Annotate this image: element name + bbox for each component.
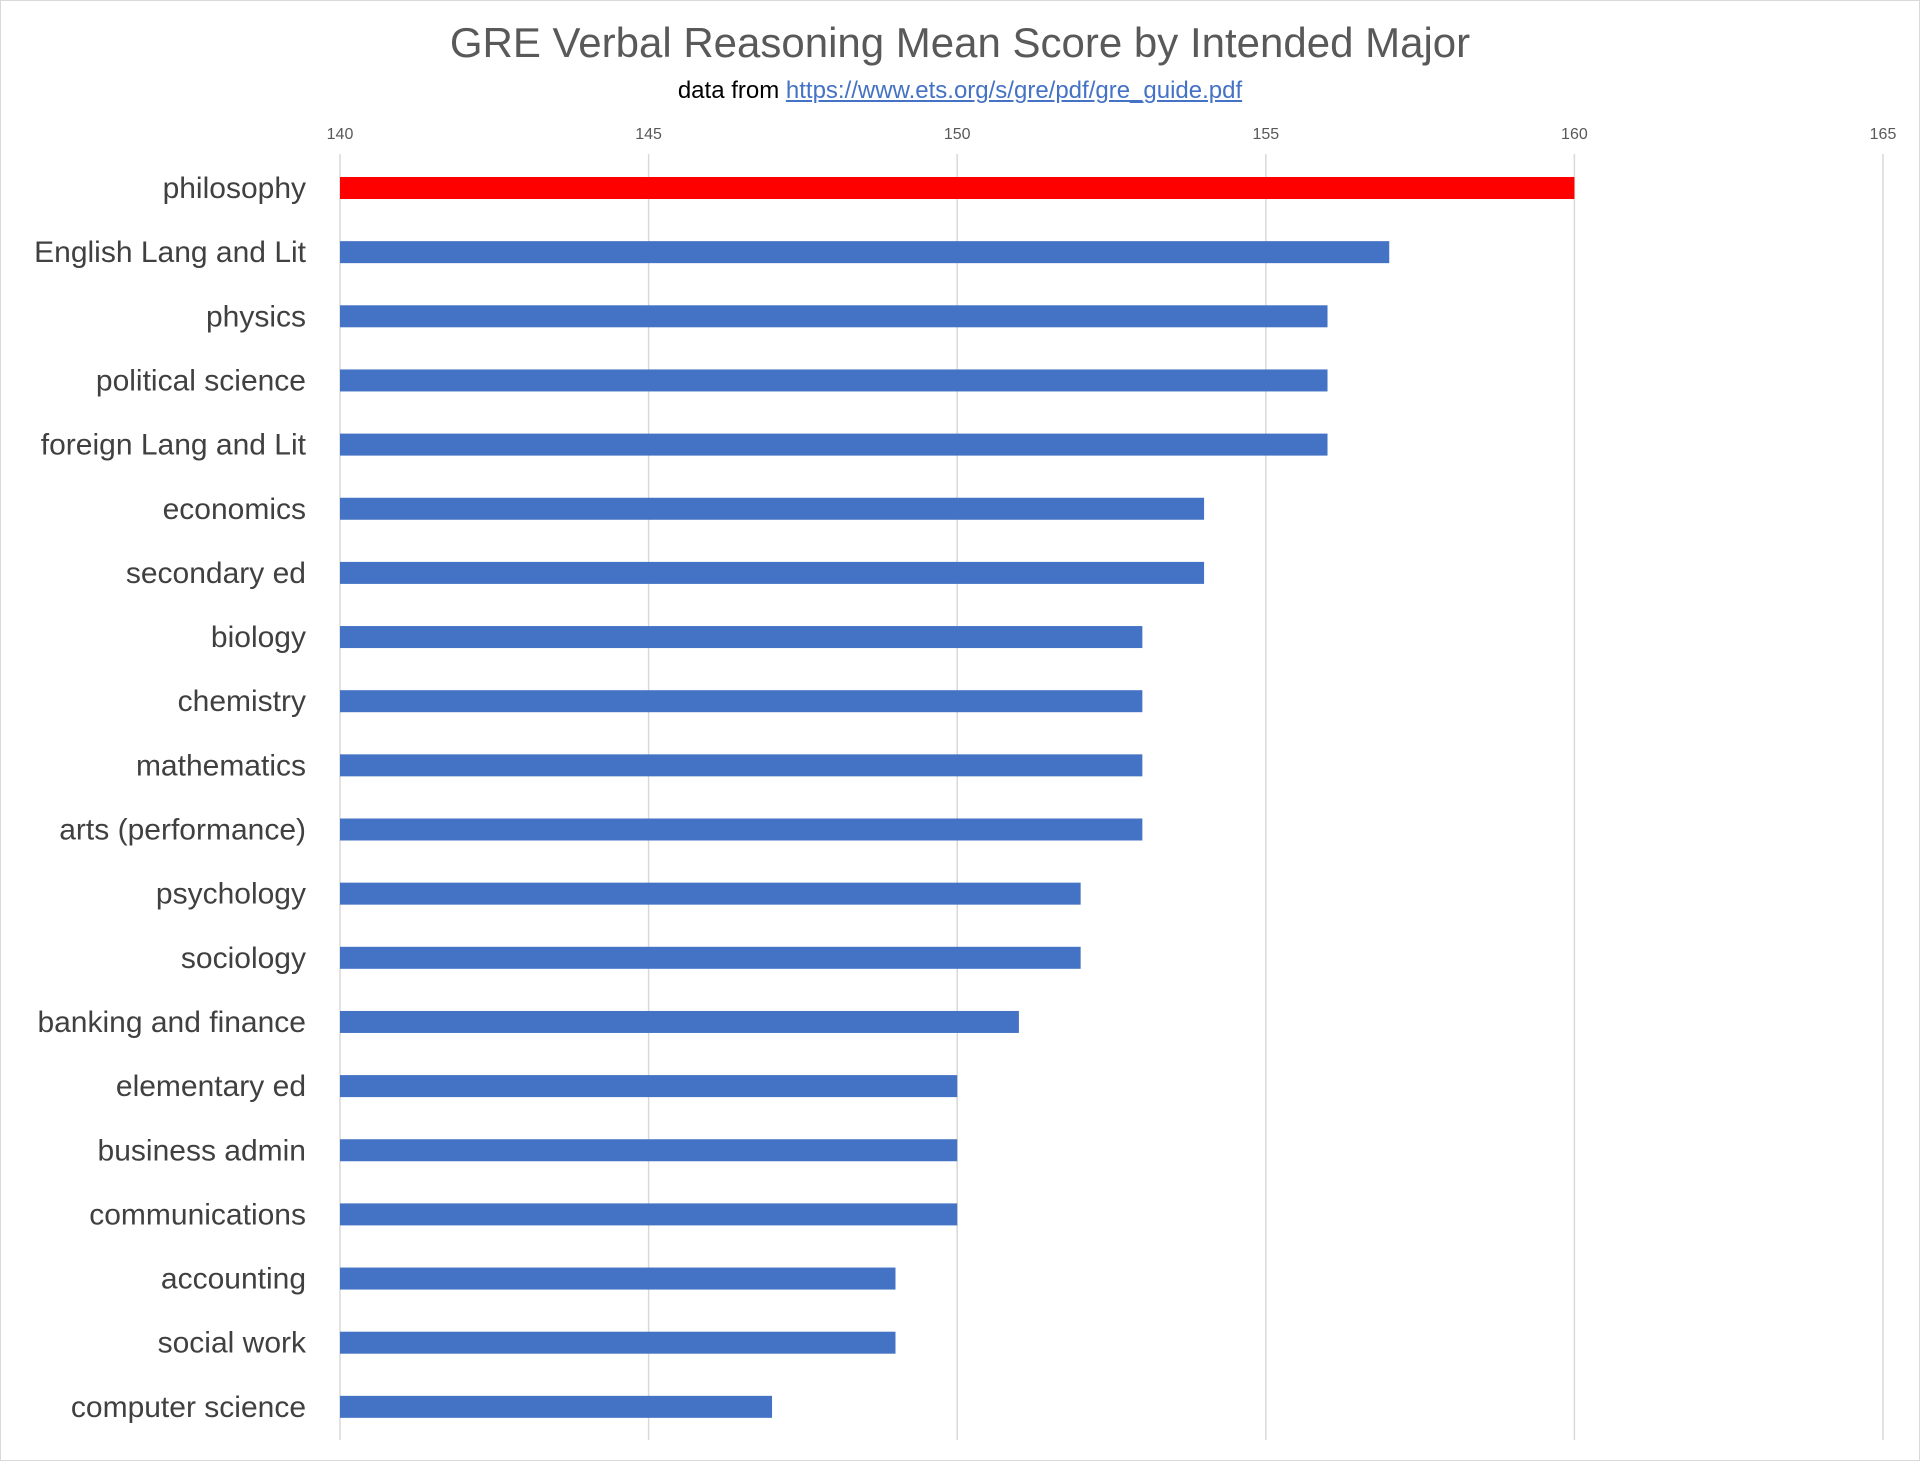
category-label: English Lang and Lit <box>34 236 307 269</box>
category-label: chemistry <box>178 685 306 718</box>
x-tick-label: 155 <box>1252 126 1279 143</box>
category-label: banking and finance <box>37 1006 306 1039</box>
bar-social-work <box>340 1331 896 1354</box>
category-label: physics <box>206 300 306 333</box>
chart-subtitle: data from https://www.ets.org/s/gre/pdf/… <box>1 77 1919 105</box>
bar-secondary-ed <box>340 561 1205 584</box>
bar-political-science <box>340 369 1328 392</box>
bar-foreign-lang-and-lit <box>340 433 1328 456</box>
category-label: philosophy <box>163 172 306 205</box>
bar-sociology <box>340 946 1081 969</box>
bar-arts-performance <box>340 818 1143 841</box>
bar-elementary-ed <box>340 1075 958 1098</box>
category-label: computer science <box>71 1391 306 1424</box>
category-label: elementary ed <box>116 1070 306 1103</box>
bar-communications <box>340 1203 958 1226</box>
category-label: sociology <box>181 942 306 975</box>
category-label: secondary ed <box>126 557 306 590</box>
bar-mathematics <box>340 754 1143 777</box>
category-label: mathematics <box>136 749 306 782</box>
bar-computer-science <box>340 1395 773 1418</box>
bar-physics <box>340 305 1328 328</box>
category-label: foreign Lang and Lit <box>41 429 307 462</box>
bar-banking-and-finance <box>340 1010 1019 1033</box>
category-label: psychology <box>156 878 306 911</box>
bar-accounting <box>340 1267 896 1290</box>
category-label: economics <box>163 493 306 526</box>
category-label: communications <box>89 1198 306 1231</box>
chart-title: GRE Verbal Reasoning Mean Score by Inten… <box>449 19 1471 66</box>
x-tick-label: 165 <box>1870 126 1897 143</box>
category-label: biology <box>211 621 306 654</box>
category-label: political science <box>96 364 306 397</box>
x-tick-label: 140 <box>327 126 354 143</box>
category-label: business admin <box>98 1134 306 1167</box>
bar-philosophy <box>340 177 1575 199</box>
bar-business-admin <box>340 1139 958 1162</box>
subtitle-prefix: data from <box>677 77 780 104</box>
source-link[interactable]: https://www.ets.org/s/gre/pdf/gre_guide.… <box>785 77 1243 104</box>
category-label: arts (performance) <box>59 814 306 847</box>
bar-psychology <box>340 882 1081 905</box>
category-label: social work <box>158 1327 307 1360</box>
x-tick-label: 145 <box>635 126 662 143</box>
bar-chemistry <box>340 690 1143 713</box>
bar-english-lang-and-lit <box>340 241 1390 264</box>
bar-economics <box>340 497 1205 520</box>
bar-biology <box>340 626 1143 649</box>
category-label: accounting <box>161 1263 306 1296</box>
x-tick-label: 150 <box>944 126 971 143</box>
x-tick-label: 160 <box>1561 126 1588 143</box>
